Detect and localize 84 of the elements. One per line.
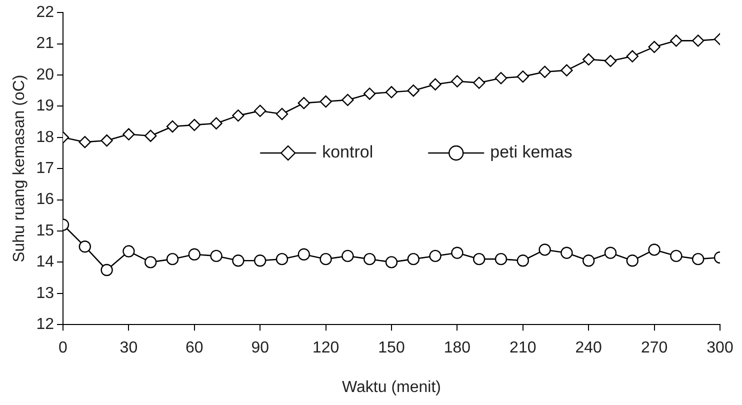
point: [582, 254, 595, 267]
point: [538, 66, 551, 78]
y-tick-label: 16: [36, 191, 54, 208]
y-tick-label: 17: [36, 160, 54, 178]
point: [78, 240, 91, 253]
legend-label: kontrol: [322, 142, 374, 162]
x-axis-title: Waktu (menit): [342, 378, 441, 396]
point: [254, 254, 266, 267]
x-tick-label: 270: [640, 340, 668, 357]
point: [210, 117, 222, 130]
point: [122, 245, 135, 258]
point: [188, 118, 200, 132]
point: [188, 248, 200, 260]
point: [210, 250, 222, 262]
point: [494, 252, 508, 266]
point: [364, 252, 376, 266]
x-tick-label: 150: [378, 340, 405, 357]
point: [78, 136, 91, 148]
point: [582, 53, 595, 66]
point: [342, 94, 354, 106]
point: [626, 50, 638, 62]
point: [364, 88, 376, 100]
point: [144, 130, 157, 142]
point: [429, 250, 442, 262]
point: [276, 252, 288, 266]
point: [100, 134, 113, 147]
x-tick-label: 30: [120, 340, 138, 357]
x-tick-label: 90: [251, 340, 270, 357]
x-tick-label: 120: [312, 340, 340, 357]
point: [407, 84, 420, 97]
point: [232, 109, 244, 122]
point: [451, 246, 464, 259]
y-tick-label: 15: [36, 222, 54, 240]
y-axis-title: Suhu ruang kemasan (oC): [11, 74, 28, 262]
y-tick-label: 18: [36, 128, 54, 146]
point: [100, 264, 113, 276]
point: [276, 108, 288, 120]
point: [538, 244, 551, 256]
point: [232, 254, 244, 267]
point: [320, 252, 332, 266]
y-tick-label: 12: [36, 316, 54, 334]
point: [604, 54, 617, 68]
point: [648, 40, 660, 54]
point: [298, 96, 310, 110]
y-tick-label: 20: [36, 66, 54, 84]
point: [626, 254, 638, 267]
point: [342, 250, 354, 262]
x-tick-label: 300: [706, 340, 734, 357]
point: [473, 252, 486, 266]
point: [516, 70, 529, 83]
x-tick-label: 60: [186, 340, 204, 357]
point: [604, 246, 617, 259]
point: [473, 76, 486, 89]
point: [166, 252, 179, 266]
x-tick-label: 210: [510, 340, 536, 357]
y-tick-label: 14: [36, 254, 54, 271]
point: [320, 95, 332, 108]
point: [429, 78, 442, 90]
y-tick-label: 19: [36, 98, 54, 115]
point: [385, 256, 398, 268]
point: [516, 254, 529, 267]
y-tick-label: 13: [36, 284, 54, 302]
point: [648, 244, 660, 256]
point: [494, 72, 508, 84]
point: [670, 34, 682, 47]
point: [166, 120, 179, 133]
point: [692, 34, 704, 47]
point: [254, 104, 266, 117]
point: [144, 256, 157, 268]
point: [560, 64, 573, 76]
point: [122, 128, 135, 140]
x-tick-label: 180: [444, 340, 471, 357]
point: [670, 250, 682, 262]
x-tick-label: 240: [575, 340, 602, 357]
point: [298, 248, 310, 260]
y-tick-label: 21: [36, 35, 54, 52]
point: [407, 252, 420, 266]
point: [385, 86, 398, 98]
point: [560, 246, 573, 259]
legend-label: peti kemas: [490, 142, 572, 162]
y-tick-label: 22: [36, 4, 54, 22]
point: [451, 75, 464, 88]
x-tick-label: 0: [58, 340, 68, 357]
point: [692, 252, 704, 266]
